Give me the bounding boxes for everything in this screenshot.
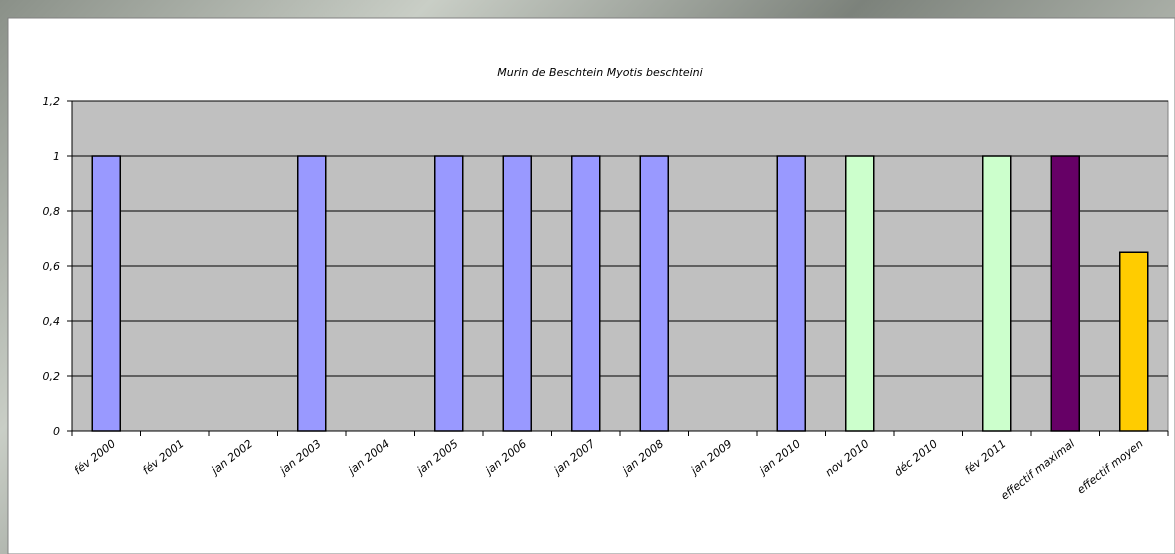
y-tick-label: 1 <box>53 150 60 163</box>
bar <box>777 156 805 431</box>
bar <box>640 156 668 431</box>
y-tick-label: 0,6 <box>43 260 61 273</box>
bar <box>1120 252 1148 431</box>
bar <box>503 156 531 431</box>
bar <box>92 156 120 431</box>
y-tick-label: 0 <box>53 425 60 438</box>
bar <box>572 156 600 431</box>
bar <box>1051 156 1079 431</box>
chart-title: Murin de Beschtein Myotis beschteini <box>497 66 702 79</box>
y-tick-label: 0,2 <box>43 370 61 383</box>
y-tick-label: 1,2 <box>43 95 61 108</box>
y-tick-label: 0,8 <box>43 205 61 218</box>
bar <box>435 156 463 431</box>
bar <box>846 156 874 431</box>
chart: Murin de Beschtein Myotis beschteini 0 0,… <box>0 0 1175 554</box>
y-tick-label: 0,4 <box>43 315 61 328</box>
bar <box>983 156 1011 431</box>
bar <box>298 156 326 431</box>
